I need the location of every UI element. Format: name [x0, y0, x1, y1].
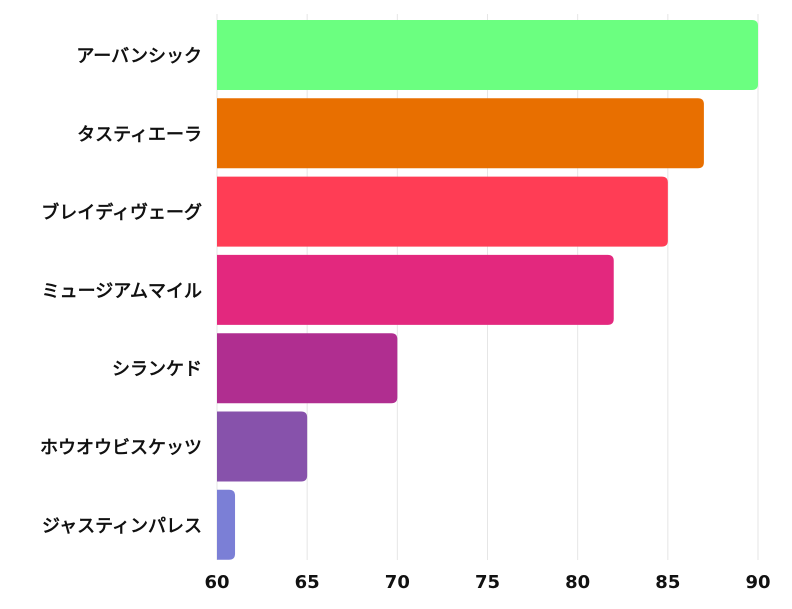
x-tick-label: 70 — [385, 572, 410, 593]
x-tick-label: 90 — [745, 572, 770, 593]
category-label: ブレイディヴェーグ — [41, 202, 202, 224]
bar — [217, 98, 704, 169]
category-labels: アーバンシックタスティエーラブレイディヴェーグミュージアムマイルシランケドホウオ… — [40, 46, 202, 537]
bar — [217, 20, 758, 90]
category-label: アーバンシック — [76, 46, 202, 67]
x-tick-label: 75 — [475, 572, 500, 593]
bars — [217, 20, 758, 560]
bar — [217, 176, 668, 247]
bar — [217, 333, 398, 404]
category-label: ミュージアムマイル — [42, 281, 202, 302]
category-label: ジャスティンパレス — [42, 516, 202, 537]
x-tick-label: 85 — [655, 572, 680, 593]
bar — [217, 254, 614, 325]
x-tick-label: 80 — [565, 572, 590, 593]
category-label: シランケド — [112, 359, 202, 380]
x-tick-label: 65 — [295, 572, 320, 593]
x-tick-label: 60 — [204, 572, 229, 593]
bar — [217, 489, 236, 560]
category-label: タスティエーラ — [77, 124, 202, 145]
category-label: ホウオウビスケッツ — [40, 438, 202, 459]
bar — [217, 411, 308, 482]
x-tick-labels: 60 65 70 75 80 85 90 — [204, 572, 770, 593]
